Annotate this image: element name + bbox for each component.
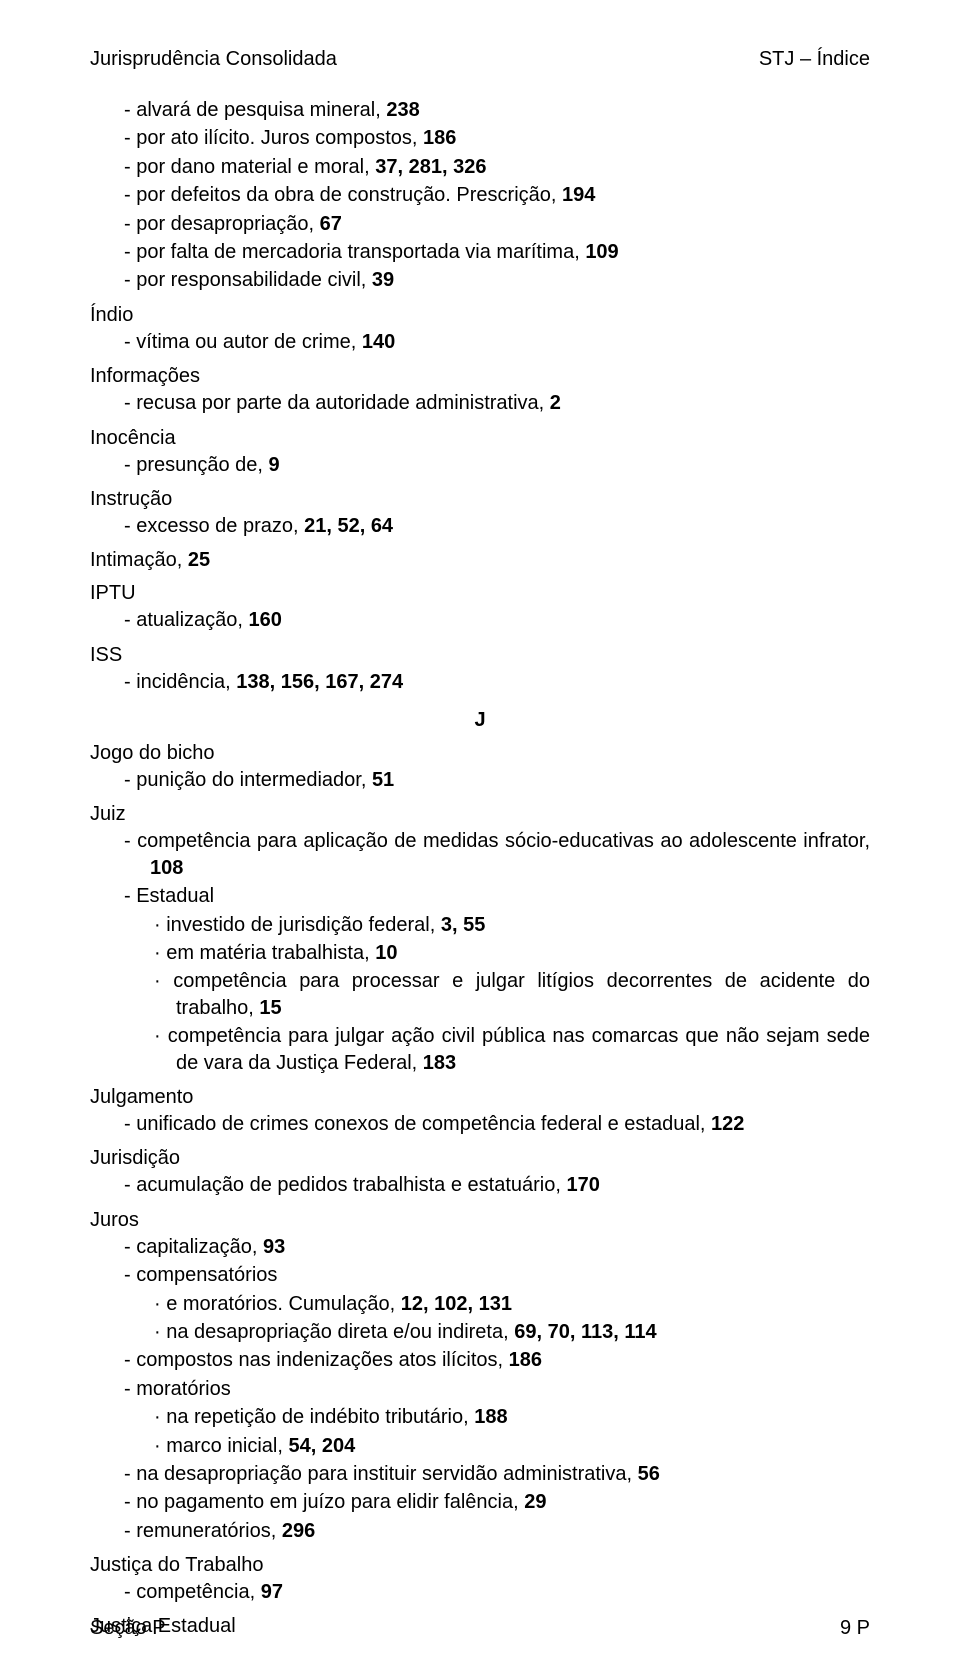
- index-entry: - por responsabilidade civil, 39: [90, 267, 870, 293]
- index-entry: - remuneratórios, 296: [90, 1518, 870, 1544]
- index-term: Jogo do bicho: [90, 742, 870, 765]
- index-term: Intimação, 25: [90, 549, 870, 572]
- index-entry: - excesso de prazo, 21, 52, 64: [90, 513, 870, 539]
- index-entry: - por desapropriação, 67: [90, 211, 870, 237]
- index-entry: - atualização, 160: [90, 607, 870, 633]
- index-entry: - presunção de, 9: [90, 452, 870, 478]
- index-entry: - por falta de mercadoria transportada v…: [90, 239, 870, 265]
- index-subentry: · competência para processar e julgar li…: [90, 968, 870, 1021]
- index-entry: - no pagamento em juízo para elidir falê…: [90, 1489, 870, 1515]
- index-term: Juiz: [90, 803, 870, 826]
- index-term: Jurisdição: [90, 1147, 870, 1170]
- index-term: Juros: [90, 1209, 870, 1232]
- page-footer: Seção P 9 P: [90, 1617, 870, 1640]
- index-subentry: · marco inicial, 54, 204: [90, 1433, 870, 1459]
- index-entry: - acumulação de pedidos trabalhista e es…: [90, 1172, 870, 1198]
- page-header: Jurisprudência Consolidada STJ – Índice: [90, 48, 870, 71]
- section-letter: J: [90, 709, 870, 732]
- index-term: Justiça do Trabalho: [90, 1554, 870, 1577]
- index-entry: - por dano material e moral, 37, 281, 32…: [90, 154, 870, 180]
- index-subentry: · na repetição de indébito tributário, 1…: [90, 1404, 870, 1430]
- footer-right: 9 P: [840, 1617, 870, 1640]
- index-subentry: · em matéria trabalhista, 10: [90, 940, 870, 966]
- index-term: Informações: [90, 365, 870, 388]
- index-body: - alvará de pesquisa mineral, 238- por a…: [90, 97, 870, 1638]
- index-subentry: · na desapropriação direta e/ou indireta…: [90, 1319, 870, 1345]
- header-right: STJ – Índice: [759, 48, 870, 71]
- index-entry: - moratórios: [90, 1376, 870, 1402]
- document-page: Jurisprudência Consolidada STJ – Índice …: [0, 0, 960, 1678]
- index-entry: - na desapropriação para instituir servi…: [90, 1461, 870, 1487]
- index-entry: - recusa por parte da autoridade adminis…: [90, 390, 870, 416]
- index-term: Julgamento: [90, 1086, 870, 1109]
- index-term: Inocência: [90, 427, 870, 450]
- index-entry: - competência, 97: [90, 1579, 870, 1605]
- index-entry: - por ato ilícito. Juros compostos, 186: [90, 125, 870, 151]
- index-entry: - unificado de crimes conexos de competê…: [90, 1111, 870, 1137]
- index-entry: - por defeitos da obra de construção. Pr…: [90, 182, 870, 208]
- index-entry: - competência para aplicação de medidas …: [90, 828, 870, 881]
- index-subentry: · investido de jurisdição federal, 3, 55: [90, 912, 870, 938]
- index-subentry: · competência para julgar ação civil púb…: [90, 1023, 870, 1076]
- index-entry: - Estadual: [90, 883, 870, 909]
- index-entry: - capitalização, 93: [90, 1234, 870, 1260]
- index-entry: - alvará de pesquisa mineral, 238: [90, 97, 870, 123]
- footer-left: Seção P: [90, 1617, 166, 1640]
- index-term: IPTU: [90, 582, 870, 605]
- index-entry: - vítima ou autor de crime, 140: [90, 329, 870, 355]
- index-entry: - compensatórios: [90, 1262, 870, 1288]
- header-left: Jurisprudência Consolidada: [90, 48, 337, 71]
- index-subentry: · e moratórios. Cumulação, 12, 102, 131: [90, 1291, 870, 1317]
- index-term: Instrução: [90, 488, 870, 511]
- index-entry: - incidência, 138, 156, 167, 274: [90, 669, 870, 695]
- index-term: Índio: [90, 304, 870, 327]
- index-entry: - compostos nas indenizações atos ilícit…: [90, 1347, 870, 1373]
- index-entry: - punição do intermediador, 51: [90, 767, 870, 793]
- index-term: ISS: [90, 644, 870, 667]
